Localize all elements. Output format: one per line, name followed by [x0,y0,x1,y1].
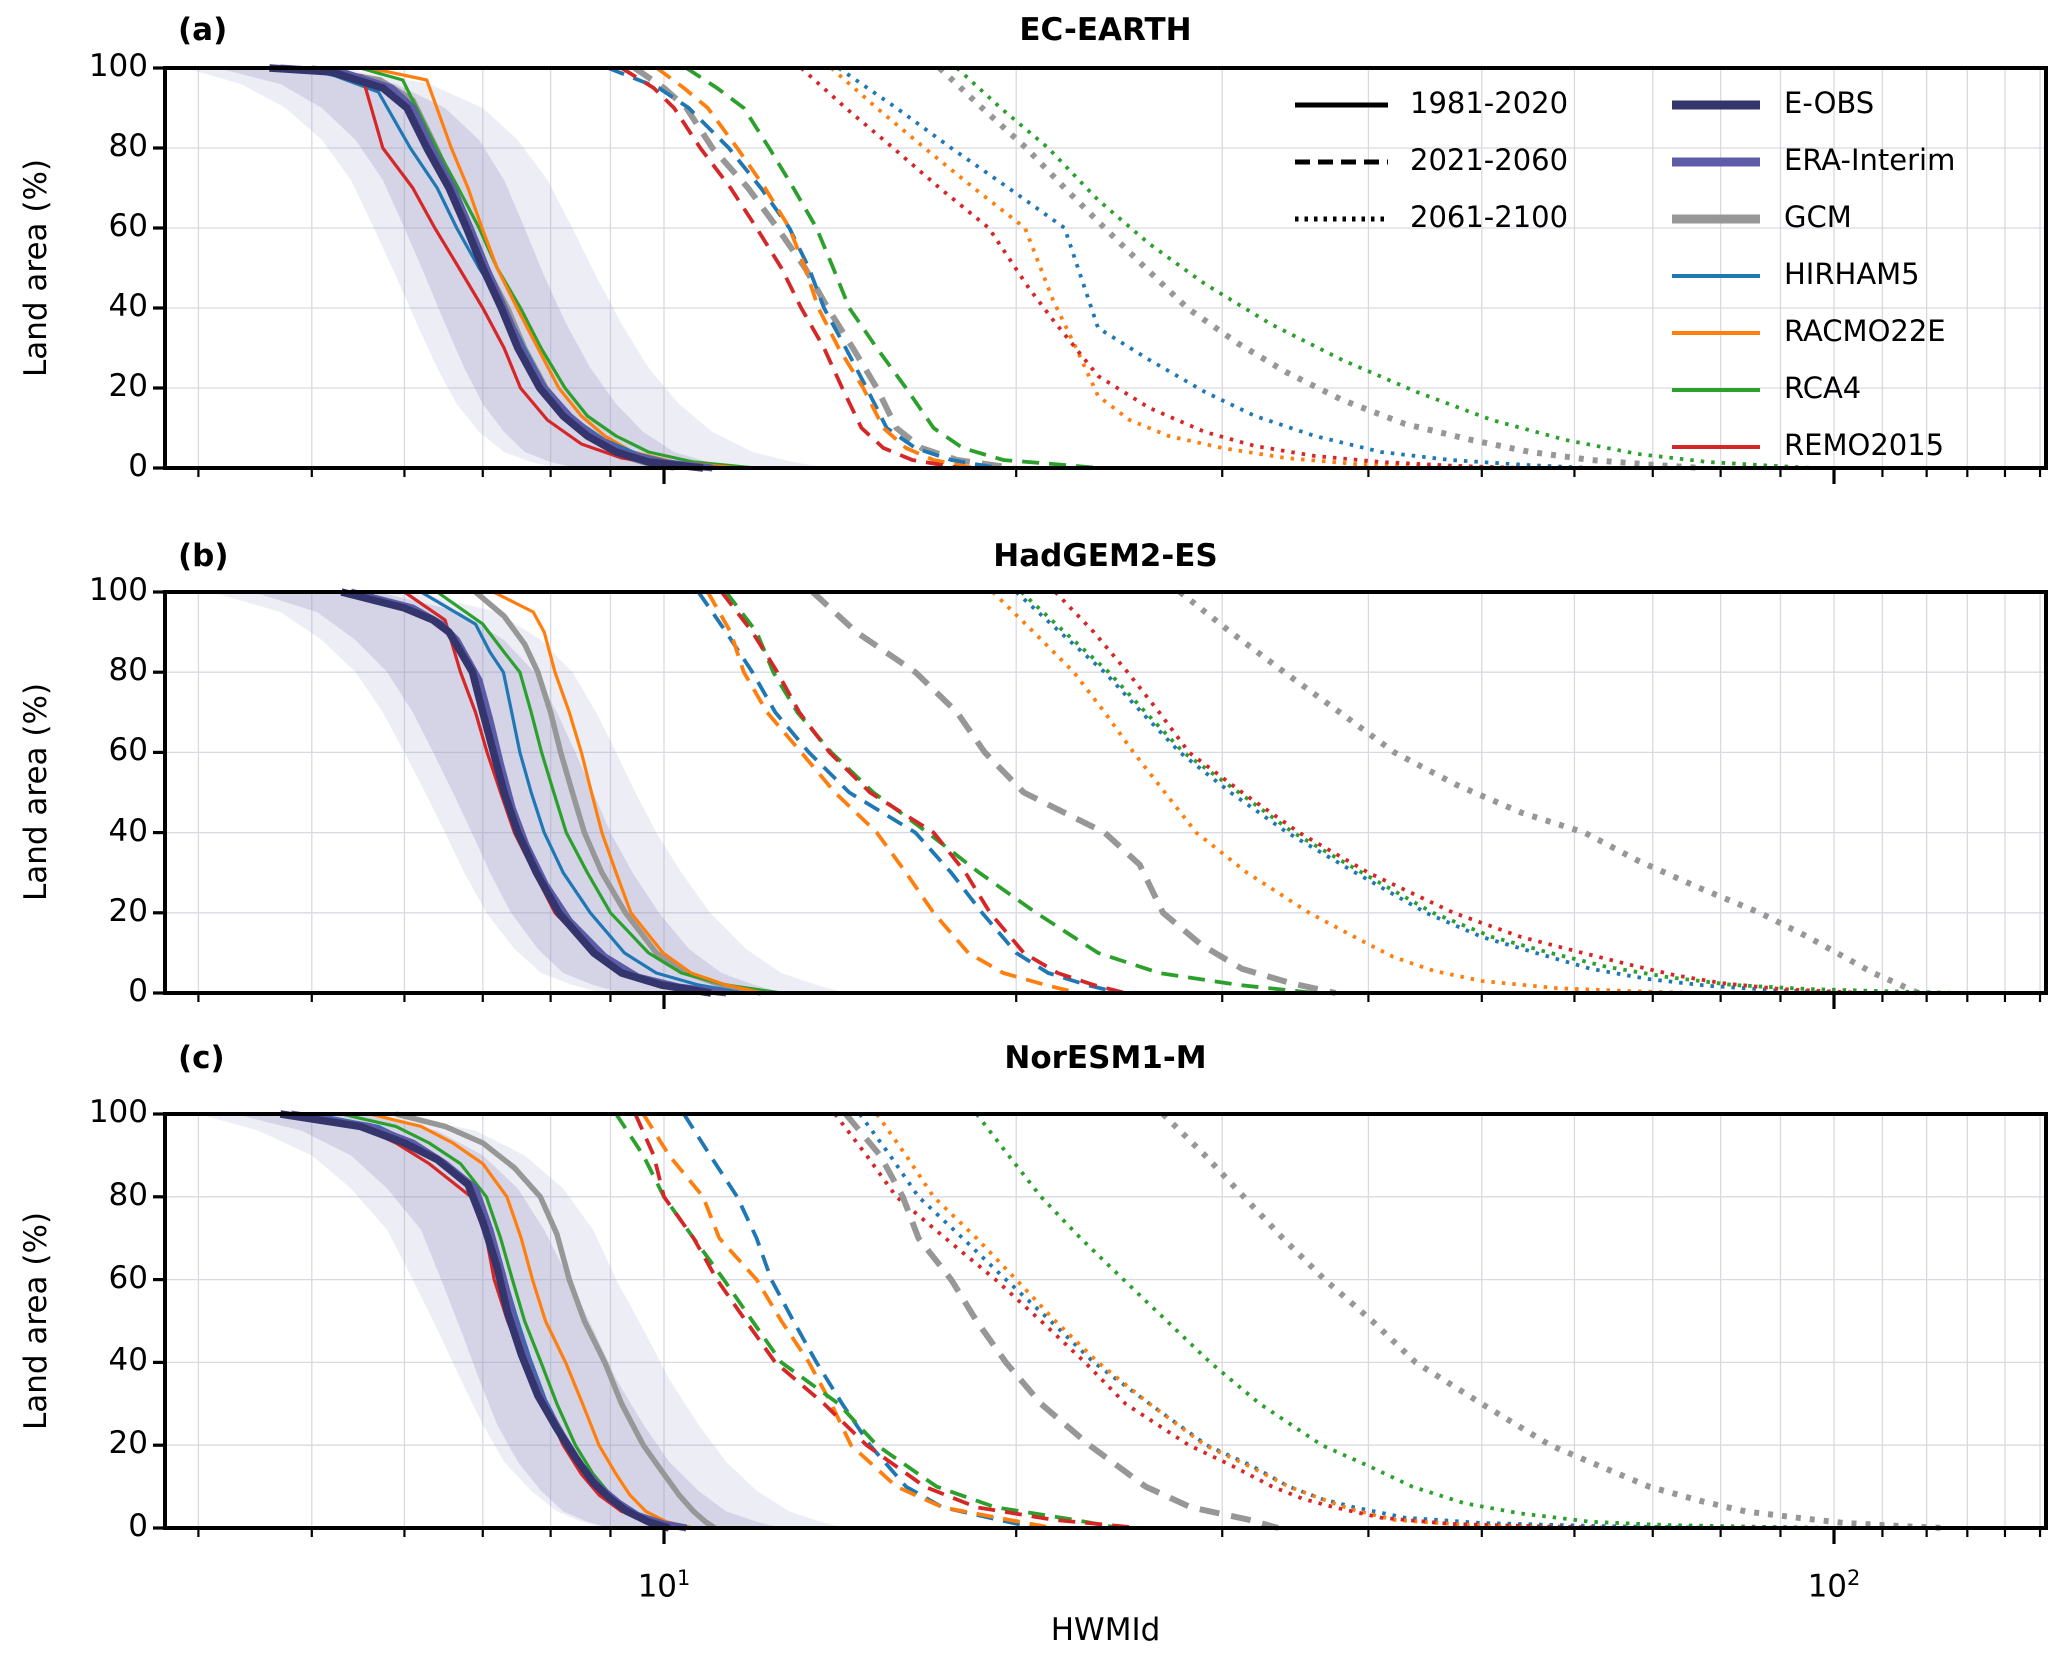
panel-spines [163,1112,2048,1530]
curve-HIRHAM5-2061-2100 [837,66,1592,470]
eobs-uncertainty-band_outer [198,1114,846,1528]
curve-HIRHAM5-2061-2100 [858,1112,1721,1530]
curve-RCA4-2061-2100 [975,1112,1845,1530]
panel-a-letter: (a) [178,12,228,48]
panel-b-letter: (b) [178,538,229,574]
curve-RCA4-2061-2100 [1020,590,1960,995]
legend-period-label-2061-2100: 2061-2100 [1410,200,1569,234]
curve-GCM-2061-2100 [937,65,1702,471]
ytick-label-b-100: 100 [88,572,148,608]
legend-period-label-2021-2060: 2021-2060 [1410,143,1569,177]
ytick-label-c-100: 100 [88,1094,148,1130]
curve-RACMO22E-2021-2060 [706,591,1079,995]
curve-GCM-2061-2100 [1160,1111,1944,1531]
curve-RACMO22E-2021-2060 [641,1112,1054,1530]
ytick-label-a-80: 80 [108,128,148,164]
ytick-label-b-20: 20 [108,892,148,929]
curve-RCA4-2061-2100 [955,66,1814,470]
y-axis-title-a: Land area (%) [18,158,54,378]
curve-GCM-2021-2060 [843,1112,1280,1531]
ytick-label-c-0: 0 [128,1508,148,1544]
legend-model-label-RCA4: RCA4 [1784,371,1862,405]
curve-GCM-1981-2020 [395,1111,717,1531]
curve-REMO2015-2021-2060 [620,66,961,470]
ytick-label-c-20: 20 [108,1425,148,1462]
curve-REMO2015-2061-2100 [799,66,1521,470]
curve-E-OBS-1981-2020 [279,1110,671,1532]
legend-period-label-1981-2020: 1981-2020 [1410,86,1569,120]
curve-REMO2015-2061-2100 [1053,590,1864,995]
y-axis-title-b: Land area (%) [18,682,54,902]
eobs-uncertainty-band_inner [252,592,784,993]
curve-REMO2015-2021-2060 [720,590,1126,995]
curve-RACMO22E-2061-2100 [830,66,1531,470]
ytick-label-a-100: 100 [88,48,148,84]
xtick-label-10: 101 [637,1566,691,1605]
curve-RCA4-1981-2020 [359,66,755,470]
legend-model-label-REMO2015: REMO2015 [1784,428,1945,462]
ytick-label-b-80: 80 [108,652,148,689]
curve-RCA4-1981-2020 [436,590,782,995]
ytick-label-b-0: 0 [128,973,148,1009]
legend-model-label-RACMO22E: RACMO22E [1784,314,1946,348]
curve-HIRHAM5-2021-2060 [696,590,1120,995]
ytick-label-b-40: 40 [108,812,148,849]
legend-model-label-HIRHAM5: HIRHAM5 [1784,257,1920,291]
curve-RACMO22E-2061-2100 [875,1112,1558,1530]
curve-HIRHAM5-2021-2060 [682,1112,1037,1530]
panel-b-title: HadGEM2-ES [993,538,1218,574]
curve-REMO2015-2061-2100 [833,1112,1623,1530]
curve-RACMO22E-2061-2100 [991,590,1695,995]
ytick-label-c-60: 60 [108,1259,148,1296]
curve-E-OBS-1981-2020 [340,588,712,997]
panel-a-title: EC-EARTH [1019,12,1192,48]
panel-c-letter: (c) [178,1040,225,1076]
curve-RACMO22E-1981-2020 [369,1112,694,1530]
curve-GCM-2061-2100 [1178,589,1920,996]
ytick-label-a-0: 0 [128,448,148,484]
ytick-label-c-80: 80 [108,1176,148,1213]
curve-REMO2015-2021-2060 [633,1113,1140,1530]
ytick-label-c-40: 40 [108,1342,148,1379]
eobs-uncertainty-band_outer [211,592,846,993]
legend-model-label-GCM: GCM [1784,200,1852,234]
curve-RACMO22E-2021-2060 [655,66,975,470]
curve-RACMO22E-1981-2020 [492,590,764,995]
curve-HIRHAM5-1981-2020 [420,590,745,995]
ytick-label-b-60: 60 [108,732,148,769]
legend-model-label-ERA-Interim: ERA-Interim [1784,143,1956,177]
curve-HIRHAM5-2061-2100 [1014,590,1840,995]
curve-REMO2015-1981-2020 [311,66,713,470]
curve-RCA4-2021-2060 [685,66,1099,470]
y-axis-title-c: Land area (%) [18,1211,54,1431]
legend-model-label-E-OBS: E-OBS [1784,86,1875,120]
curve-E-OBS-1981-2020 [269,64,704,472]
curve-HIRHAM5-2021-2060 [607,66,999,470]
curve-GCM-2021-2060 [810,589,1337,996]
curve-GCM-1981-2020 [473,589,762,996]
panel-spines [163,66,2048,470]
curve-GCM-2021-2060 [633,65,1015,471]
curve-RCA4-2021-2060 [724,590,1316,995]
panel-spines [163,590,2048,995]
ytick-label-a-20: 20 [108,368,148,404]
xtick-label-100: 102 [1807,1566,1861,1605]
panel-c-title: NorESM1-M [1004,1040,1207,1076]
eobs-uncertainty-band_outer [185,68,828,468]
x-axis-title: HWMId [1050,1612,1161,1648]
ytick-label-a-40: 40 [108,288,148,324]
ytick-label-a-60: 60 [108,208,148,244]
